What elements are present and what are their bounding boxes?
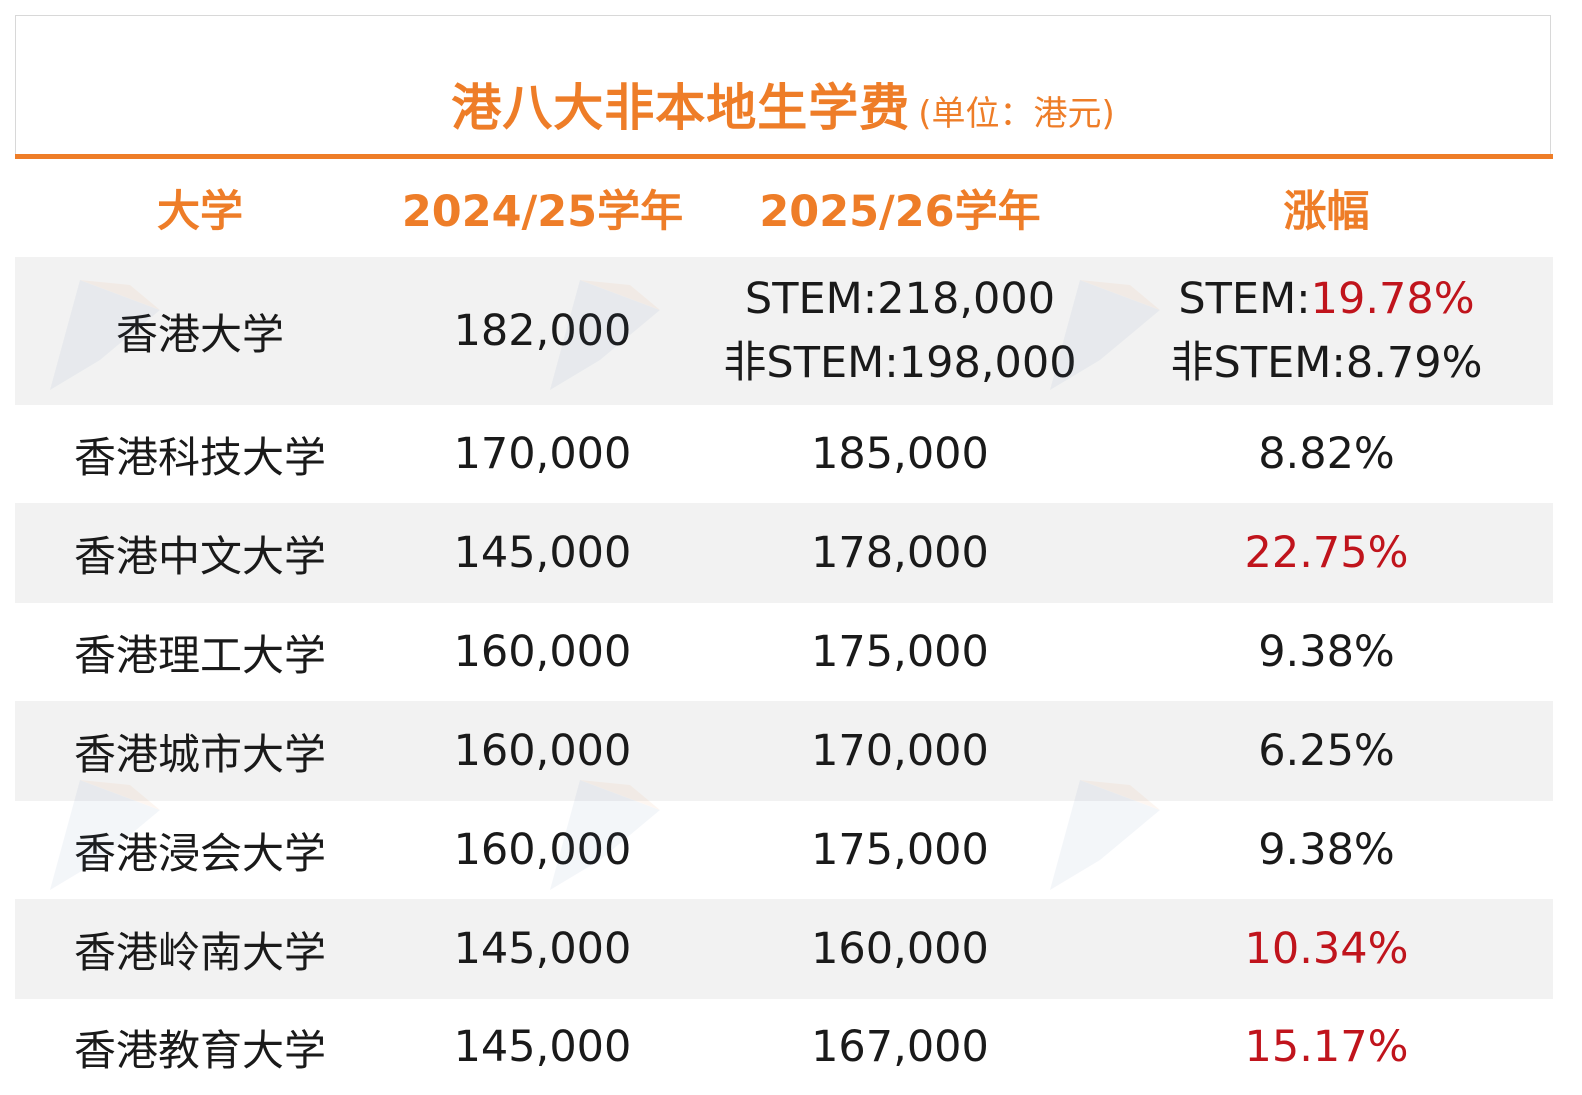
increase: 9.38% — [1258, 825, 1395, 875]
increase-stem: STEM:19.78% — [1178, 267, 1474, 331]
fee-2024: 170,000 — [453, 429, 632, 479]
header-increase: 涨幅 — [1283, 187, 1370, 237]
increase-non-stem: 非STEM:8.79% — [1170, 338, 1483, 388]
increase: 9.38% — [1258, 627, 1395, 677]
university-name: 香港教育大学 — [73, 1025, 326, 1075]
fee-2025: 178,000 — [811, 528, 989, 578]
increase-stem-value: 19.78% — [1310, 274, 1475, 324]
fee-2025: 175,000 — [811, 627, 989, 677]
fee-2025-stem: STEM:218,000 — [744, 274, 1056, 324]
title-box: 港八大非本地生学费 (单位：港元) — [15, 15, 1551, 155]
university-name: 香港岭南大学 — [73, 927, 326, 977]
university-name: 香港理工大学 — [73, 630, 326, 680]
increase: 10.34% — [1244, 924, 1409, 974]
fee-2024: 160,000 — [453, 627, 632, 677]
fee-2024: 160,000 — [453, 825, 632, 875]
increase: 8.82% — [1258, 429, 1395, 479]
fee-2025: 167,000 — [811, 1022, 989, 1072]
university-name: 香港中文大学 — [73, 531, 326, 581]
fee-2025: 185,000 — [811, 429, 989, 479]
title-unit: (单位：港元) — [918, 94, 1115, 134]
table-row: 香港岭南大学 145,000 160,000 10.34% — [15, 899, 1553, 999]
fee-2025: 160,000 — [811, 924, 989, 974]
fee-2024: 145,000 — [453, 924, 632, 974]
university-name: 香港浸会大学 — [73, 828, 326, 878]
fee-2024: 160,000 — [453, 726, 632, 776]
table-row: 香港城市大学 160,000 170,000 6.25% — [15, 701, 1553, 801]
table-row: 香港理工大学 160,000 175,000 9.38% — [15, 603, 1553, 701]
header-2024: 2024/25学年 — [401, 187, 684, 237]
page-title: 港八大非本地生学费 (单位：港元) — [16, 68, 1550, 140]
increase: 22.75% — [1244, 528, 1409, 578]
table-row: 香港中文大学 145,000 178,000 22.75% — [15, 503, 1553, 603]
title-main: 港八大非本地生学费 — [451, 79, 911, 137]
table-row: 香港教育大学 145,000 167,000 15.17% — [15, 999, 1553, 1095]
university-name: 香港科技大学 — [73, 432, 326, 482]
table-row: 香港浸会大学 160,000 175,000 9.38% — [15, 801, 1553, 899]
university-name: 香港城市大学 — [73, 729, 326, 779]
header-2025: 2025/26学年 — [759, 187, 1041, 237]
university-name: 香港大学 — [115, 309, 284, 359]
fee-2024: 145,000 — [453, 1022, 632, 1072]
title-divider — [15, 154, 1553, 159]
table-header: 大学 2024/25学年 2025/26学年 涨幅 — [15, 159, 1553, 257]
table-row: 香港大学 182,000 STEM:218,000 非STEM:198,000 … — [15, 257, 1553, 405]
increase: STEM:19.78% 非STEM:8.79% — [1100, 257, 1553, 405]
fee-2024: 182,000 — [453, 306, 632, 356]
fee-2025: 175,000 — [811, 825, 989, 875]
increase-stem-label: STEM: — [1178, 274, 1311, 324]
table-row: 香港科技大学 170,000 185,000 8.82% — [15, 405, 1553, 503]
fee-2024: 145,000 — [453, 528, 632, 578]
fee-2025: 170,000 — [811, 726, 989, 776]
fee-2025-non-stem: 非STEM:198,000 — [723, 338, 1077, 388]
increase: 15.17% — [1244, 1022, 1409, 1072]
header-university: 大学 — [157, 187, 243, 237]
increase: 6.25% — [1258, 726, 1395, 776]
fee-2025: STEM:218,000 非STEM:198,000 — [700, 257, 1100, 405]
